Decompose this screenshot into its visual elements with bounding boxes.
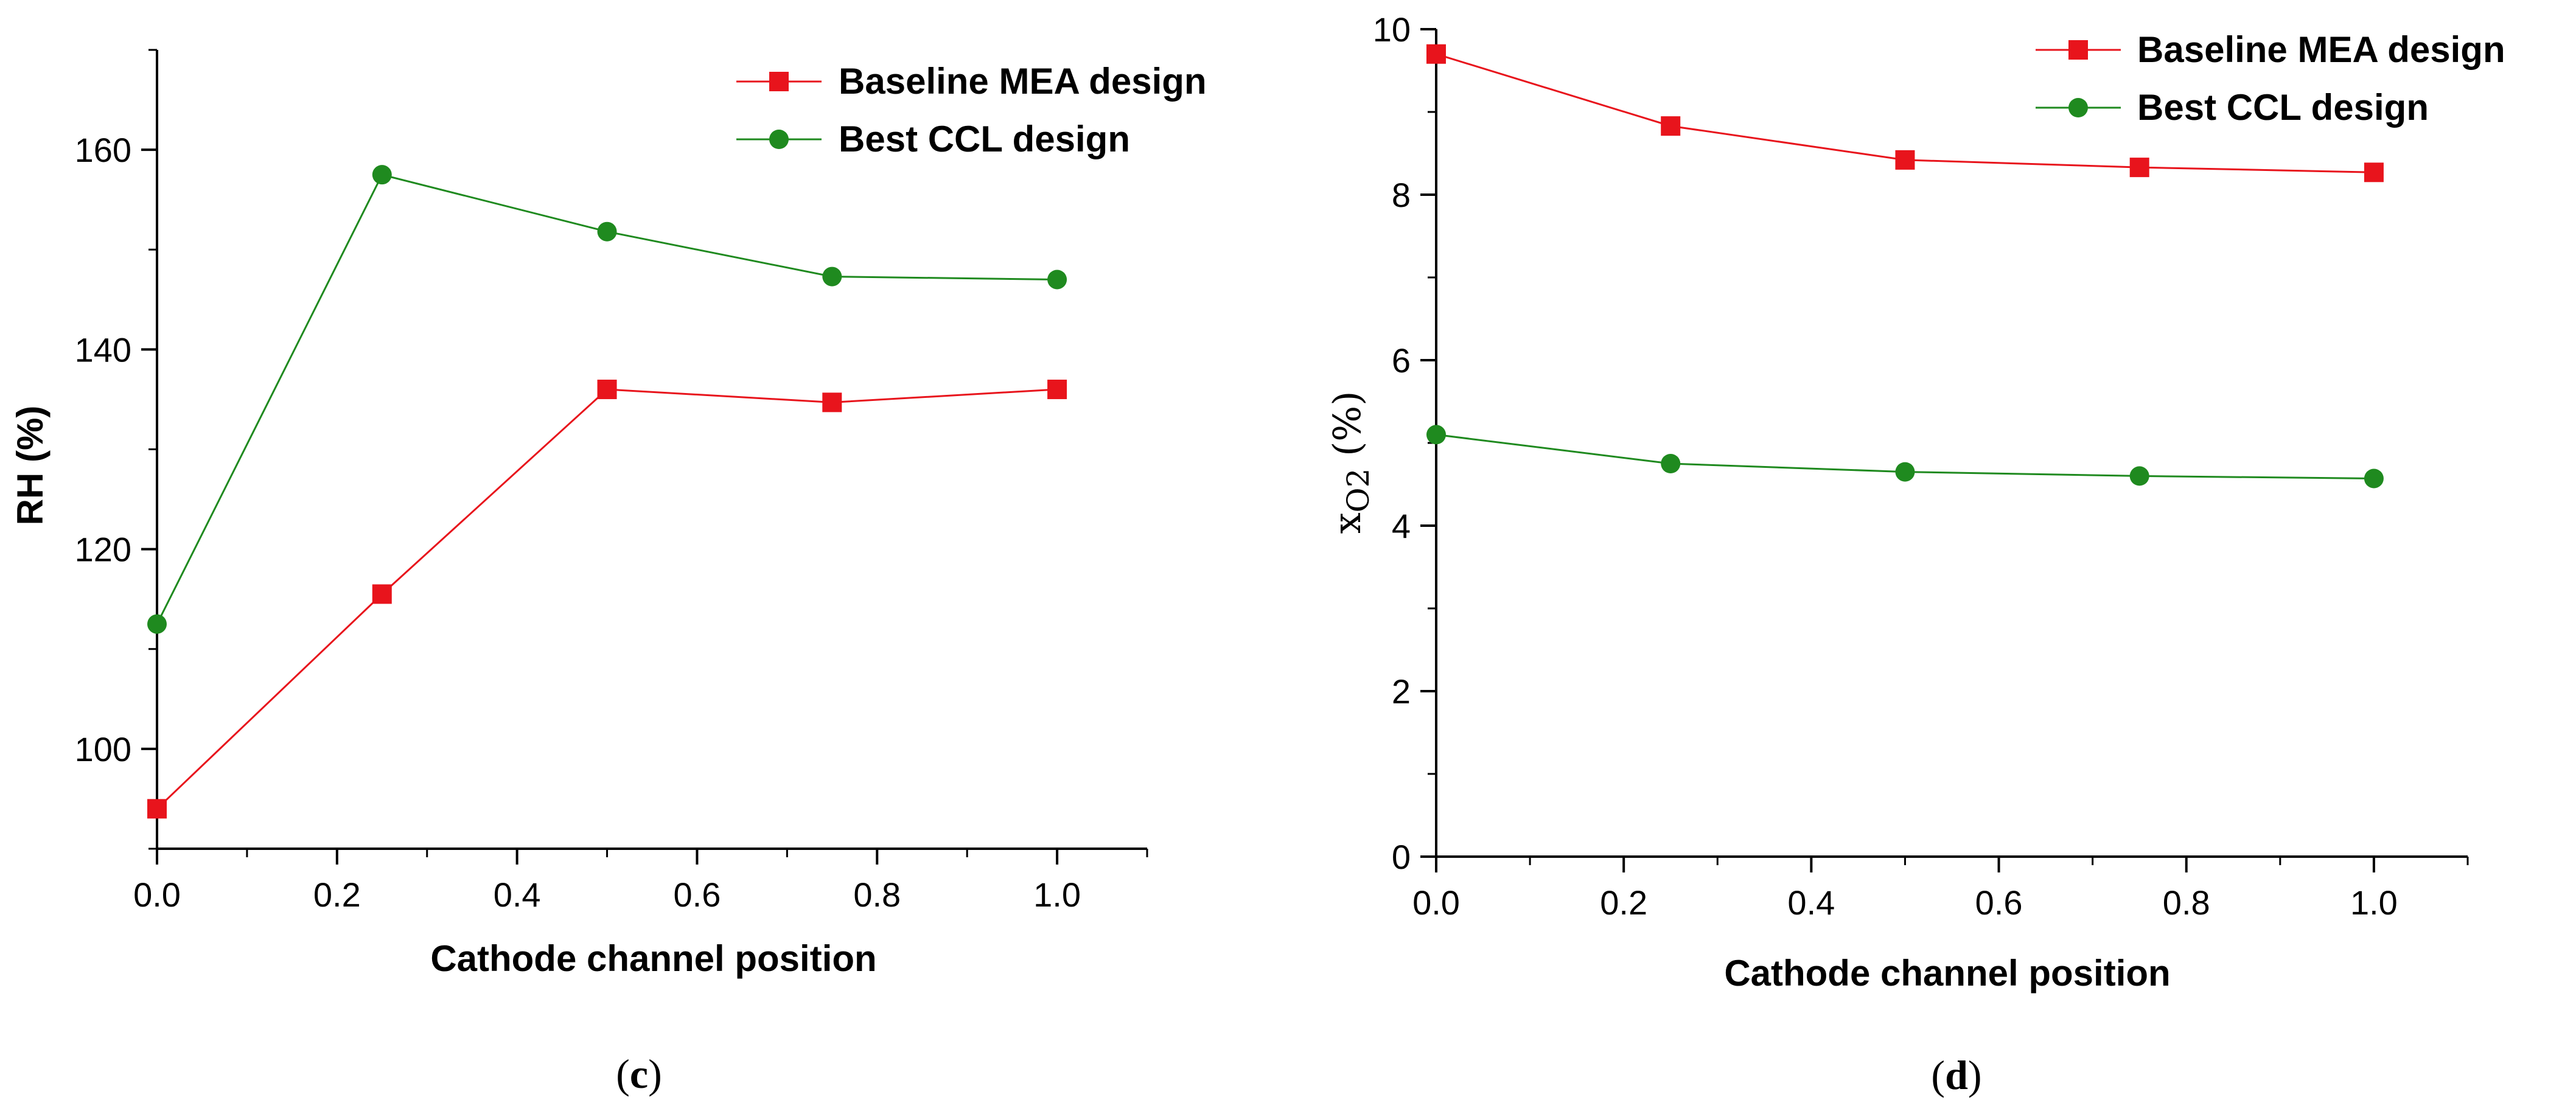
- chart-d-legend-label-1: Best CCL design: [2137, 87, 2429, 128]
- chart-c-x-tick-label: 0.0: [133, 875, 181, 914]
- chart-d-tick-labels: 0.0 0.2 0.4 0.6 0.8 1.0 0 2 4 6 8 10: [1373, 10, 2398, 922]
- chart-d-x-tick-label: 0.2: [1600, 883, 1647, 922]
- chart-d-y-tick-label: 2: [1392, 672, 1411, 711]
- chart-d-axes: [1420, 28, 2469, 872]
- chart-c-marker-baseline-4: [1047, 380, 1067, 400]
- chart-c-series-lines: [156, 173, 1058, 810]
- chart-d-y-tick-label: 8: [1392, 176, 1411, 214]
- chart-d-marker-best-ccl-2: [1895, 462, 1915, 482]
- chart-c-marker-best-ccl-1: [372, 165, 392, 185]
- chart-d-markers: [1426, 44, 2384, 489]
- chart-d-marker-baseline-4: [2364, 162, 2384, 183]
- chart-c-marker-best-ccl-2: [597, 221, 617, 242]
- chart-d-marker-best-ccl-0: [1426, 425, 1446, 445]
- chart-d-y-tick-label: 6: [1392, 341, 1411, 380]
- chart-c-x-tick-label: 1.0: [1033, 875, 1081, 914]
- chart-d-y-tick-label: 4: [1392, 507, 1411, 545]
- chart-c-legend: Baseline MEA design Best CCL design: [736, 61, 1207, 159]
- chart-d-legend-label-0: Baseline MEA design: [2137, 29, 2505, 70]
- chart-d-y-axis-title: xO2 (%): [1325, 391, 1376, 534]
- chart-d-marker-baseline-3: [2129, 158, 2149, 178]
- chart-d-marker-baseline-1: [1661, 116, 1681, 136]
- chart-c-y-tick-label: 140: [75, 330, 131, 369]
- chart-d-legend-marker-0: [2068, 40, 2088, 60]
- chart-c-marker-baseline-3: [822, 392, 842, 412]
- chart-d-marker-best-ccl-3: [2129, 466, 2149, 486]
- chart-d-marker-baseline-2: [1895, 150, 1915, 170]
- chart-c-legend-label-0: Baseline MEA design: [839, 61, 1207, 102]
- chart-d-x-tick-label: 0.8: [2163, 883, 2210, 922]
- chart-c-series-line-best-ccl: [156, 173, 1058, 625]
- chart-c-series-line-baseline: [156, 388, 1058, 810]
- chart-c-x-tick-label: 0.8: [853, 875, 901, 914]
- panel-caption-d: (d): [1931, 1052, 1981, 1098]
- chart-d-x-axis-title: Cathode channel position: [1724, 953, 2170, 994]
- chart-c-y-tick-label: 120: [75, 531, 131, 569]
- chart-d-legend-marker-1: [2068, 98, 2088, 117]
- chart-c-x-tick-label: 0.6: [674, 875, 721, 914]
- chart-panel-d: 0.0 0.2 0.4 0.6 0.8 1.0 0 2 4 6 8 10 Baseline MEA d…: [1325, 10, 2505, 1098]
- chart-c-marker-best-ccl-4: [1047, 270, 1067, 290]
- chart-d-legend: Baseline MEA design Best CCL design: [2036, 29, 2505, 128]
- chart-c-marker-baseline-0: [147, 799, 167, 819]
- chart-d-y-tick-label: 10: [1373, 10, 1411, 49]
- chart-c-y-axis-title: RH (%): [10, 406, 51, 526]
- chart-d-y-tick-label: 0: [1392, 838, 1411, 876]
- chart-d-x-tick-label: 0.0: [1412, 883, 1460, 922]
- chart-c-x-tick-label: 0.2: [313, 875, 361, 914]
- chart-d-x-tick-label: 0.6: [1975, 883, 2023, 922]
- chart-c-markers: [147, 165, 1067, 819]
- chart-c-marker-baseline-2: [597, 380, 617, 400]
- chart-c-y-tick-label: 160: [75, 131, 131, 169]
- chart-c-x-axis-title: Cathode channel position: [430, 938, 876, 979]
- chart-d-marker-best-ccl-4: [2364, 468, 2384, 489]
- chart-c-y-tick-label: 100: [75, 730, 131, 768]
- chart-c-marker-best-ccl-0: [147, 614, 167, 634]
- panel-caption-c: (c): [616, 1051, 662, 1097]
- chart-d-x-tick-label: 1.0: [2350, 883, 2398, 922]
- chart-c-axes: [141, 49, 1148, 865]
- chart-c-marker-baseline-1: [372, 584, 392, 604]
- chart-panel-c: 0.0 0.2 0.4 0.6 0.8 1.0 100 120 140 160 Baseline …: [10, 49, 1207, 1097]
- chart-d-marker-baseline-0: [1426, 44, 1446, 64]
- chart-d-x-tick-label: 0.4: [1787, 883, 1835, 922]
- chart-c-legend-marker-1: [769, 130, 789, 149]
- chart-c-marker-best-ccl-3: [822, 266, 842, 287]
- chart-d-marker-best-ccl-1: [1661, 454, 1681, 473]
- chart-c-legend-label-1: Best CCL design: [839, 119, 1130, 159]
- chart-c-tick-labels: 0.0 0.2 0.4 0.6 0.8 1.0 100 120 140 160: [75, 131, 1081, 914]
- chart-c-legend-marker-0: [769, 72, 789, 91]
- chart-c-x-tick-label: 0.4: [494, 875, 541, 914]
